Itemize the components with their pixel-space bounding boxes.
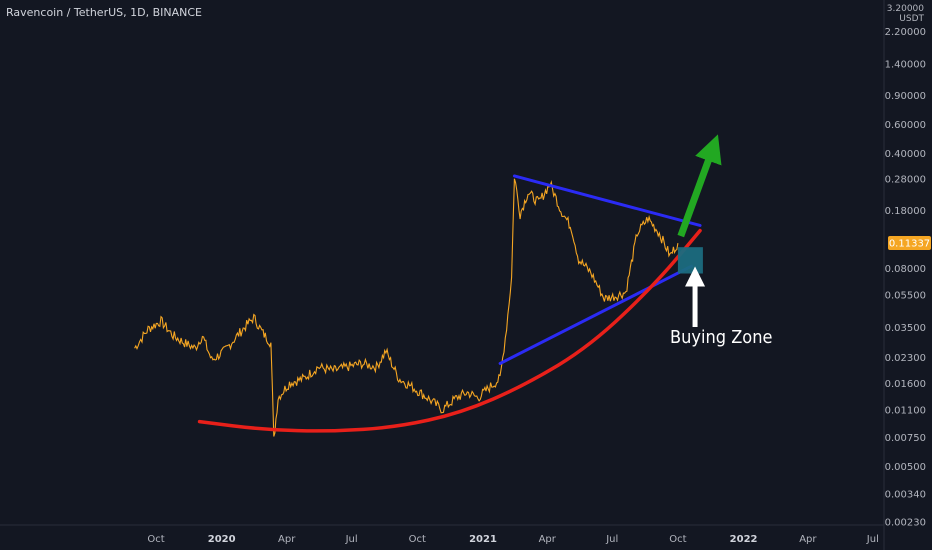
price-line [134,178,679,437]
x-tick-label: Oct [669,534,686,545]
x-tick-label: 2022 [730,534,758,545]
currency-label: USDT [899,14,924,24]
x-tick-label: Jul [605,534,618,545]
breakout-arrow [677,134,722,238]
y-tick-label: 0.01100 [885,406,926,417]
time-axis[interactable]: Oct 2020 Apr Jul Oct 2021 Apr Jul Oct 2022 Apr Jul [0,524,884,545]
y-tick-label: 0.02300 [885,353,926,364]
buying-zone-label: Buying Zone [670,327,772,348]
x-tick-label: Oct [147,534,164,545]
y-tick-label: 0.28000 [885,174,926,185]
last-price-background [888,236,931,251]
x-tick-label: Jul [866,534,879,545]
y-tick-label: 0.90000 [885,91,926,102]
price-axis-top-label: 3.20000 [886,4,924,14]
x-tick-label: 2021 [469,534,497,545]
buying-zone-box [677,247,703,274]
trendline [498,264,693,365]
support-curve [197,228,702,433]
y-tick-label: 0.08000 [885,264,926,275]
y-tick-label: 2.20000 [885,27,926,38]
x-tick-label: Oct [409,534,426,545]
y-tick-label: 1.40000 [885,60,926,71]
y-tick-label: 0.18000 [885,206,926,217]
x-tick-label: 2020 [208,534,236,545]
y-tick-label: 0.03500 [885,323,926,334]
x-tick-label: Apr [278,534,296,545]
y-tick-label: 0.60000 [885,120,926,131]
x-tick-label: Jul [345,534,358,545]
x-tick-label: Apr [799,534,817,545]
price-series [134,178,679,437]
last-price-label: 0.11337 [889,239,930,250]
y-tick-label: 0.00750 [885,433,926,444]
symbol-title: Ravencoin / TetherUS, 1D, BINANCE [6,6,202,19]
y-tick-label: 0.00340 [885,490,926,501]
last-price-badge: 0.11337 [888,236,931,251]
y-tick-label: 0.00500 [885,462,926,473]
price-axis[interactable]: 2.20000 1.40000 0.90000 0.60000 0.40000 0.280… [883,0,926,550]
y-tick-label: 0.00230 [885,517,926,528]
x-tick-label: Apr [539,534,557,545]
y-tick-label: 0.05500 [885,291,926,302]
chart-annotations: Buying Zone [197,134,772,433]
y-tick-label: 0.40000 [885,149,926,160]
y-tick-label: 0.01600 [885,379,926,390]
price-axis-header: 3.20000 USDT [887,4,924,24]
trendline [512,174,702,227]
